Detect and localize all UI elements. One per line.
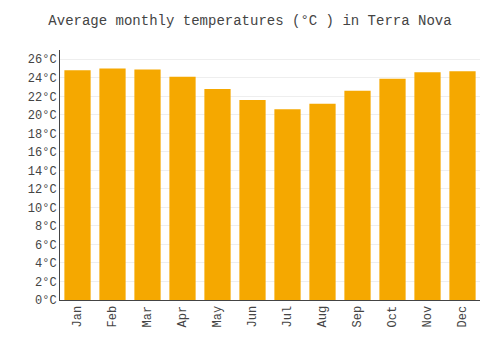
svg-text:Sep: Sep bbox=[351, 306, 365, 328]
svg-text:May: May bbox=[211, 306, 225, 328]
svg-text:Jun: Jun bbox=[246, 306, 260, 328]
svg-text:8°C: 8°C bbox=[35, 220, 57, 234]
svg-text:Aug: Aug bbox=[316, 306, 330, 328]
svg-text:22°C: 22°C bbox=[28, 91, 57, 105]
svg-text:14°C: 14°C bbox=[28, 165, 57, 179]
svg-text:26°C: 26°C bbox=[28, 53, 57, 67]
svg-text:6°C: 6°C bbox=[35, 239, 57, 253]
svg-text:Jul: Jul bbox=[281, 306, 295, 328]
svg-text:Dec: Dec bbox=[456, 306, 470, 328]
svg-text:Oct: Oct bbox=[386, 306, 400, 328]
svg-text:12°C: 12°C bbox=[28, 183, 57, 197]
svg-text:18°C: 18°C bbox=[28, 128, 57, 142]
svg-text:Average monthly temperatures (: Average monthly temperatures (°C ) in Te… bbox=[48, 13, 451, 29]
svg-text:16°C: 16°C bbox=[28, 146, 57, 160]
svg-text:Mar: Mar bbox=[141, 306, 155, 328]
svg-text:Nov: Nov bbox=[421, 306, 435, 328]
svg-text:Feb: Feb bbox=[106, 306, 120, 328]
svg-text:Jan: Jan bbox=[71, 306, 85, 328]
svg-text:10°C: 10°C bbox=[28, 202, 57, 216]
svg-text:Apr: Apr bbox=[176, 306, 190, 328]
svg-text:0°C: 0°C bbox=[35, 294, 57, 308]
svg-text:4°C: 4°C bbox=[35, 257, 57, 271]
svg-text:2°C: 2°C bbox=[35, 276, 57, 290]
svg-text:20°C: 20°C bbox=[28, 109, 57, 123]
svg-text:24°C: 24°C bbox=[28, 72, 57, 86]
